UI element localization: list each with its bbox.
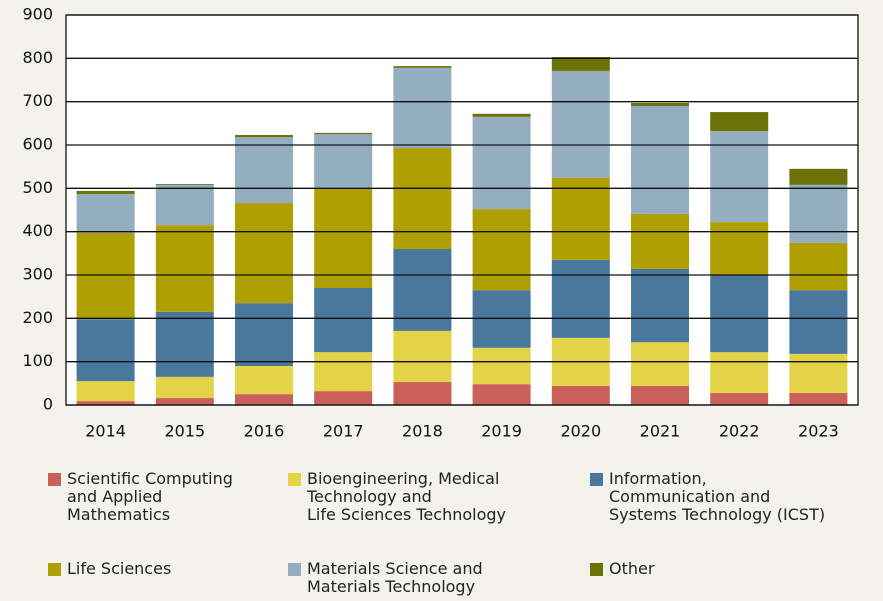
bar-segment: [551, 70, 610, 178]
legend-swatch: [288, 473, 301, 486]
bar-segment: [155, 376, 214, 399]
y-tick-label: 0: [43, 395, 53, 414]
legend-label: Materials Science and Materials Technolo…: [307, 559, 483, 596]
x-tick-label: 2016: [244, 422, 285, 441]
bar-segment: [155, 184, 214, 226]
bar-segment: [631, 106, 689, 214]
legend-item: Scientific Computing and Applied Mathema…: [48, 470, 233, 524]
bar-segment: [631, 102, 689, 106]
bar-segment: [314, 391, 373, 405]
legend-label: Scientific Computing and Applied Mathema…: [67, 469, 233, 524]
bar-segment: [76, 232, 135, 320]
legend-swatch: [590, 473, 603, 486]
x-tick-label: 2023: [798, 422, 839, 441]
bar-segment: [235, 366, 293, 395]
bar-segment: [235, 203, 293, 304]
bar-segment: [472, 209, 531, 291]
legend-item: Materials Science and Materials Technolo…: [288, 560, 483, 596]
legend-label: Information, Communication and Systems T…: [609, 469, 826, 524]
y-tick-label: 200: [22, 308, 53, 327]
x-tick-label: 2022: [719, 422, 760, 441]
bar-segment: [76, 190, 135, 194]
y-tick-label: 700: [22, 91, 53, 110]
legend-item: Bioengineering, Medical Technology and L…: [288, 470, 506, 524]
bar-segment: [155, 184, 214, 185]
legend-label: Life Sciences: [67, 559, 172, 578]
bar-segment: [155, 225, 214, 312]
bar-segment: [789, 353, 848, 393]
bar-segment: [789, 290, 848, 354]
bar-segment: [472, 113, 531, 117]
bar-segment: [314, 352, 373, 392]
bar-segment: [710, 131, 769, 223]
y-tick-label: 600: [22, 135, 53, 154]
bar-segment: [314, 187, 373, 288]
bar-segment: [710, 352, 769, 393]
bar-segment: [551, 385, 610, 405]
legend-swatch: [48, 563, 61, 576]
bar-segment: [631, 385, 689, 405]
bar-segment: [314, 132, 373, 135]
bar-segment: [551, 57, 610, 71]
legend-item: Life Sciences: [48, 560, 171, 578]
bar-segment: [551, 177, 610, 260]
bar-segment: [789, 168, 848, 185]
bar-segment: [472, 384, 531, 405]
legend-label: Bioengineering, Medical Technology and L…: [307, 469, 506, 524]
bar-segment: [631, 213, 689, 269]
y-tick-label: 800: [22, 48, 53, 67]
bar-segment: [789, 392, 848, 405]
legend-item: Information, Communication and Systems T…: [590, 470, 825, 524]
legend-swatch: [288, 563, 301, 576]
x-tick-label: 2017: [323, 422, 364, 441]
bar-segment: [472, 347, 531, 385]
bar-segment: [393, 382, 452, 405]
y-tick-label: 900: [22, 5, 53, 24]
x-tick-label: 2019: [481, 422, 522, 441]
plot-border: [65, 14, 859, 406]
bar-segment: [235, 137, 293, 204]
bar-segment: [551, 259, 610, 338]
bar-segment: [393, 66, 452, 68]
bar-segment: [235, 303, 293, 366]
x-tick-label: 2020: [560, 422, 601, 441]
bar-segment: [789, 184, 848, 243]
bar-segment: [76, 193, 135, 233]
bar-segment: [472, 116, 531, 210]
x-tick-label: 2015: [164, 422, 205, 441]
bar-segment: [393, 148, 452, 249]
bar-segment: [235, 394, 293, 405]
bar-segment: [393, 249, 452, 331]
bar-segment: [393, 67, 452, 149]
legend-label: Other: [609, 559, 655, 578]
bar-segment: [314, 288, 373, 353]
x-tick-label: 2021: [640, 422, 681, 441]
legend-item: Other: [590, 560, 654, 578]
bar-segment: [710, 222, 769, 275]
bar-segment: [76, 381, 135, 402]
bar-segment: [235, 135, 293, 138]
bar-segment: [710, 392, 769, 405]
bar-segment: [631, 268, 689, 343]
bar-segment: [393, 330, 452, 383]
bar-segment: [155, 311, 214, 377]
bar-segment: [76, 401, 135, 405]
legend-swatch: [590, 563, 603, 576]
y-tick-label: 300: [22, 265, 53, 284]
bar-segment: [710, 275, 769, 353]
bar-segment: [155, 398, 214, 405]
bar-segment: [710, 112, 769, 132]
y-tick-label: 100: [22, 351, 53, 370]
y-tick-label: 500: [22, 178, 53, 197]
bar-segment: [631, 342, 689, 386]
legend-swatch: [48, 473, 61, 486]
x-tick-label: 2018: [402, 422, 443, 441]
bar-segment: [789, 242, 848, 291]
x-tick-label: 2014: [85, 422, 126, 441]
bar-segment: [314, 134, 373, 188]
bar-segment: [76, 319, 135, 382]
y-tick-label: 400: [22, 221, 53, 240]
